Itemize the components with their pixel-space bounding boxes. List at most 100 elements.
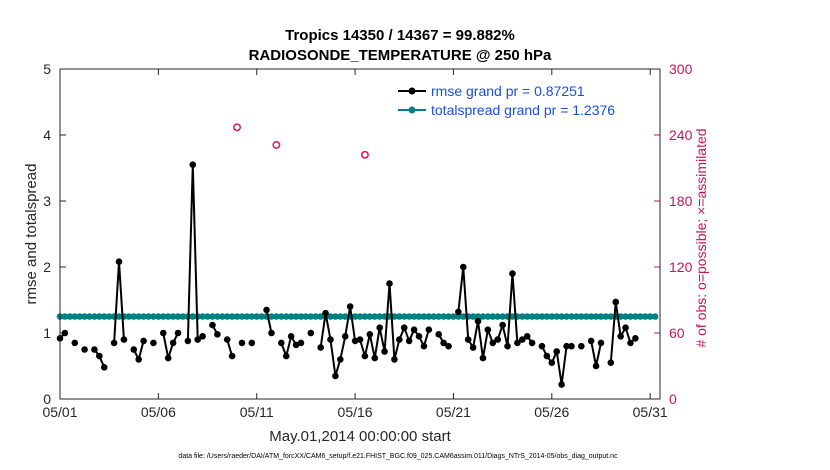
totalspread-point [341, 313, 349, 320]
series-layer [56, 123, 659, 388]
totalspread-point [435, 313, 442, 320]
rmse-point [120, 336, 128, 343]
rmse-point [332, 372, 339, 380]
rmse-point [268, 329, 275, 337]
rmse-point [81, 346, 88, 353]
rmse-point [282, 352, 290, 360]
totalspread-point [484, 313, 492, 320]
totalspread-point [258, 313, 265, 320]
rmse-point [71, 339, 79, 347]
y-right-tick-label: 0 [669, 391, 677, 407]
totalspread-point [292, 313, 300, 320]
rmse-point [632, 334, 639, 342]
totalspread-point [646, 313, 654, 320]
totalspread-point [223, 313, 231, 320]
rmse-point [376, 324, 383, 332]
totalspread-point [627, 313, 634, 320]
totalspread-point [312, 313, 320, 320]
rmse-point [479, 354, 487, 362]
totalspread-point [425, 313, 433, 320]
obs-possible-point [233, 123, 241, 132]
y-right-tick-label: 300 [669, 61, 693, 77]
totalspread-point [164, 313, 172, 320]
y-left-tick-label: 3 [43, 193, 51, 209]
rmse-point [474, 317, 482, 325]
rmse-point [317, 344, 324, 351]
rmse-point [248, 339, 256, 347]
rmse-point [327, 336, 334, 343]
legend-rmse-label: rmse grand pr = 0.87251 [431, 83, 585, 99]
totalspread-point [209, 313, 216, 320]
rmse-point [504, 342, 511, 350]
totalspread-point [396, 313, 403, 320]
rmse-point [494, 336, 502, 343]
totalspread-point [356, 313, 364, 320]
totalspread-point [563, 313, 570, 320]
y-left-tick-label: 5 [43, 61, 51, 77]
totalspread-point [651, 313, 659, 320]
rmse-point [396, 336, 403, 343]
totalspread-point [632, 313, 639, 320]
rmse-point [622, 324, 629, 332]
totalspread-point [400, 313, 408, 320]
rmse-point [135, 356, 142, 363]
x-tick-label: 05/26 [534, 404, 569, 420]
totalspread-point [228, 313, 236, 320]
rmse-point [361, 352, 369, 360]
rmse-point [61, 329, 69, 337]
rmse-point [425, 326, 433, 334]
totalspread-point [405, 313, 413, 320]
totalspread-point [61, 313, 69, 320]
totalspread-point [337, 313, 344, 320]
totalspread-point [130, 313, 138, 320]
x-axis-label: May.01,2014 00:00:00 start [269, 428, 451, 445]
totalspread-point [332, 313, 339, 320]
totalspread-point [327, 313, 334, 320]
totalspread-point [371, 313, 379, 320]
rmse-point [199, 333, 206, 340]
rmse-point [627, 339, 634, 347]
x-tick-labels: 05/01 05/06 05/11 05/16 05/21 05/26 05/31 [42, 404, 667, 420]
totalspread-point [455, 313, 462, 320]
totalspread-point [278, 313, 285, 320]
totalspread-point [125, 313, 133, 320]
rmse-point [386, 280, 393, 287]
rmse-point [459, 263, 467, 271]
rmse-point [563, 342, 570, 350]
x-tick-label: 05/21 [436, 404, 471, 420]
totalspread-point [159, 313, 167, 320]
rmse-point [189, 161, 197, 168]
x-tick-label: 05/31 [633, 404, 668, 420]
totalspread-point [607, 313, 615, 320]
totalspread-point [307, 313, 315, 320]
rmse-point [568, 342, 575, 350]
totalspread-point [243, 313, 251, 320]
y-left-tick-labels: 0 1 2 3 4 5 [43, 61, 51, 407]
rmse-point [528, 339, 536, 347]
totalspread-point [214, 313, 221, 320]
rmse-point [263, 306, 270, 314]
totalspread-point [81, 313, 88, 320]
totalspread-point [543, 313, 551, 320]
chart-title-line2: RADIOSONDE_TEMPERATURE @ 250 hPa [249, 47, 552, 64]
rmse-point [538, 342, 546, 350]
x-tick-label: 05/11 [240, 404, 274, 420]
y-right-tick-label: 60 [669, 325, 685, 341]
totalspread-point [253, 313, 261, 320]
totalspread-point [538, 313, 546, 320]
rmse-point [543, 352, 551, 360]
rmse-point [617, 333, 624, 340]
rmse-point [440, 339, 447, 347]
rmse-point [115, 258, 123, 266]
totalspread-point [479, 313, 487, 320]
totalspread-point [238, 313, 246, 320]
rmse-point [159, 329, 167, 337]
rmse-point [558, 381, 565, 388]
plot-frame [59, 68, 661, 400]
totalspread-point [518, 313, 526, 320]
totalspread-point [420, 313, 428, 320]
rmse-point [469, 344, 477, 351]
rmse-point [164, 354, 172, 362]
totalspread-point [528, 313, 536, 320]
totalspread-point [268, 313, 275, 320]
